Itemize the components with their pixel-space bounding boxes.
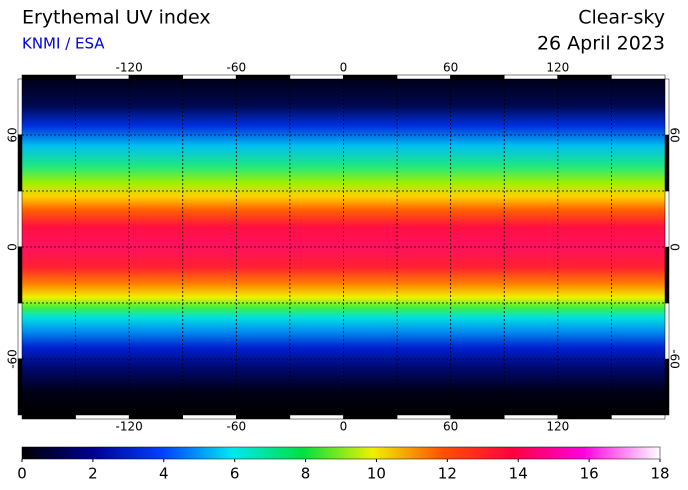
frame-bar [182,74,237,80]
colorbar-label: 0 [17,465,27,483]
frame-bar [236,414,291,420]
x-tick-label: 60 [443,61,458,75]
frame-bar [611,74,666,80]
colorbar-label: 8 [301,465,311,483]
frame-bar [664,134,670,192]
frame-bar [504,414,559,420]
frame-bar [504,74,559,80]
x-tick-label: -120 [116,61,143,75]
x-tick-label: -60 [227,420,247,434]
frame-bar [396,74,451,80]
frame-bar [236,74,291,80]
frame-bar [128,414,184,420]
frame-bar [21,74,76,80]
frame-bar [557,414,612,420]
x-tick-label: -120 [116,420,143,434]
frame-bar [557,74,612,80]
colorbar [21,446,661,460]
frame-bar [664,246,670,304]
x-tick-label: 60 [443,420,458,434]
colorbar-label: 4 [159,465,169,483]
credit: KNMI / ESA [22,35,105,53]
frame-bar [128,74,184,80]
frame-bar [343,414,398,420]
frame-bar [17,246,23,304]
y-tick-label: 60 [668,127,682,142]
frame-bar [75,414,130,420]
axes: -120 -120 -60 -60 0 0 60 60 120 120 -60 -60 0 0 60 60 0 2… [6,61,682,483]
colorbar-label: 16 [580,465,599,483]
colorbar-label: 10 [367,465,386,483]
frame-bar [75,74,130,80]
date: 26 April 2023 [537,33,665,55]
y-tick-label: -60 [668,349,682,369]
colorbar-label: 14 [509,465,528,483]
x-tick-label: 120 [546,61,569,75]
frame-bar [450,74,505,80]
frame-bar [289,74,344,80]
colorbar-label: 18 [650,465,669,483]
frame-bar [396,414,451,420]
colorbar-label: 12 [438,465,457,483]
frame-bar [450,414,505,420]
frame-bar [343,74,398,80]
y-tick-label: 0 [6,243,20,251]
x-tick-label: 0 [340,61,348,75]
colorbar-label: 6 [230,465,240,483]
condition: Clear-sky [578,7,665,29]
x-tick-label: 120 [546,420,569,434]
frame-bar [664,190,670,248]
frame-bar [289,414,344,420]
y-tick-label: -60 [6,349,20,369]
frame-bar [17,78,23,136]
frame-bar [17,190,23,248]
frame-bar [664,78,670,136]
y-tick-label: 60 [6,127,20,142]
y-tick-label: 0 [668,243,682,251]
colorbar-label: 2 [88,465,98,483]
title: Erythemal UV index [22,7,211,29]
x-tick-label: -60 [227,61,247,75]
frame-bar [21,414,76,420]
frame-bar [611,414,666,420]
frame-bar [182,414,237,420]
x-tick-label: 0 [340,420,348,434]
